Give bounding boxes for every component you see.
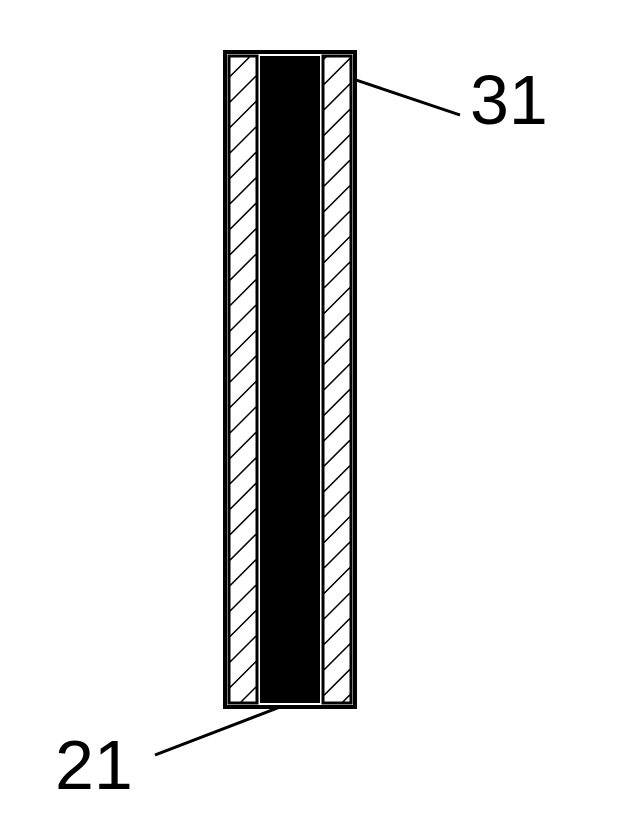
right-hatched-layer	[323, 56, 351, 703]
callout-label-31: 31	[470, 60, 548, 140]
cross-section-diagram: 31 21	[0, 0, 635, 823]
callout-line-31	[356, 80, 460, 115]
left-hatched-layer	[229, 56, 257, 703]
center-solid-layer	[260, 56, 320, 703]
callout-line-21	[155, 707, 280, 755]
callout-label-21: 21	[55, 725, 133, 805]
